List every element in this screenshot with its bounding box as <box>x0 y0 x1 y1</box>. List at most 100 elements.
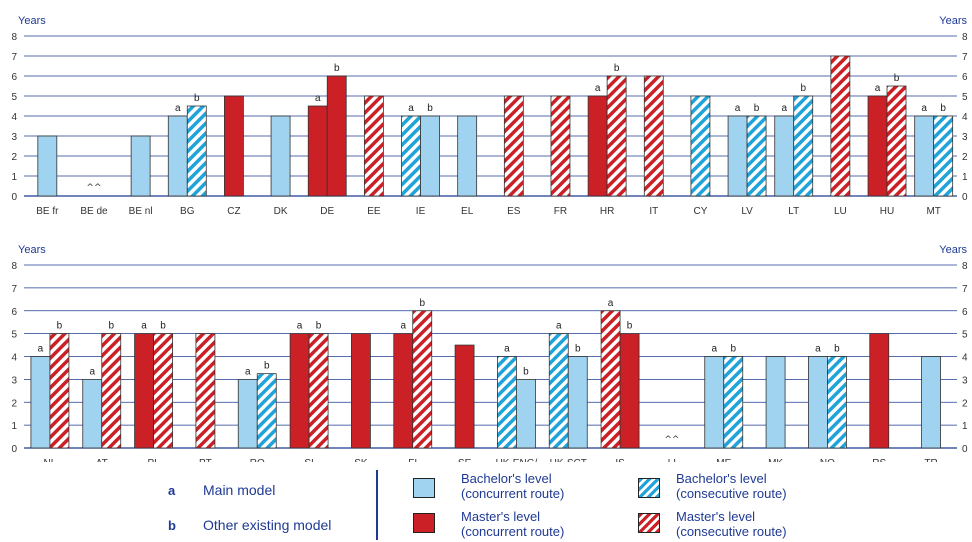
x-tick-label: FR <box>554 206 567 217</box>
x-tick-label: CY <box>693 206 707 217</box>
bar-model-label: a <box>504 344 510 355</box>
bar-model-label: b <box>894 73 900 84</box>
y-tick-label-right: 2 <box>962 398 968 409</box>
bar-model-label: b <box>754 103 760 114</box>
x-tick-label: LI <box>668 458 676 462</box>
y-tick-label-right: 8 <box>962 261 968 272</box>
bar-single <box>830 55 851 197</box>
bar-model-label: a <box>245 366 251 377</box>
bar-a <box>914 115 935 197</box>
swatch-master-concurrent <box>413 513 435 533</box>
bar-model-label: b <box>57 321 63 332</box>
bar-a <box>497 356 517 449</box>
bar-model-label: a <box>735 103 741 114</box>
bar-a <box>774 115 795 197</box>
x-tick-label-line: FI <box>408 458 417 462</box>
x-tick-label-line: PL <box>147 458 160 462</box>
bar-b <box>886 85 907 197</box>
x-tick-label: MT <box>926 206 940 217</box>
x-tick-label: SI <box>304 458 313 462</box>
bar-single <box>454 344 475 449</box>
chart-panel-bottom: 001122334455667788YearsYearsabNLabATabPL… <box>11 244 968 462</box>
bar-b <box>420 115 440 197</box>
x-tick-label-line: NO <box>820 458 835 462</box>
bar-model-label: a <box>89 366 95 377</box>
bar-model-label: b <box>194 93 200 104</box>
bar-a <box>548 333 569 449</box>
y-tick-label-right: 0 <box>962 192 968 203</box>
x-tick-label-line: CY <box>693 206 707 217</box>
x-tick-label: MK <box>768 458 783 462</box>
bar-b <box>619 333 640 449</box>
bar-single <box>195 333 216 449</box>
x-tick-label: PT <box>199 458 212 462</box>
x-tick-label: CZ <box>227 206 240 217</box>
x-tick-label: ME <box>716 458 731 462</box>
y-tick-label-right: 2 <box>962 152 968 163</box>
y-tick-label-left: 8 <box>11 32 17 43</box>
bar-model-label: a <box>297 321 303 332</box>
y-tick-label-right: 7 <box>962 52 968 63</box>
bar-a <box>401 115 421 197</box>
y-tick-label-right: 1 <box>962 421 968 432</box>
bar-a <box>600 310 621 449</box>
bar-model-label: b <box>334 63 340 74</box>
bar-model-label: b <box>108 321 114 332</box>
x-tick-label-line: DK <box>274 206 288 217</box>
y-tick-label-left: 7 <box>11 52 17 63</box>
legend-divider <box>376 470 378 540</box>
not-available-marker: ^^ <box>664 435 679 445</box>
bar-b <box>101 333 122 449</box>
x-tick-label: LT <box>788 206 799 217</box>
bar-a <box>867 95 888 197</box>
legend-bachelor-consecutive: Bachelor's level (consecutive route) <box>676 471 787 501</box>
x-tick-label: IE <box>416 206 426 217</box>
legend-bachelor-concurrent: Bachelor's level (concurrent route) <box>461 471 565 501</box>
y-tick-label-left: 1 <box>11 421 17 432</box>
x-tick-label: HU <box>880 206 894 217</box>
bar-model-label: b <box>730 344 736 355</box>
x-tick-label-line: LT <box>788 206 799 217</box>
bar-model-label: a <box>921 103 927 114</box>
bar-a <box>307 105 328 197</box>
bar-b <box>827 356 847 449</box>
y-tick-label-right: 8 <box>962 32 968 43</box>
x-tick-label: AT <box>96 458 108 462</box>
legend-key-b: b <box>168 518 176 533</box>
bar-a <box>587 95 608 197</box>
bar-model-label: b <box>523 366 529 377</box>
x-tick-label-line: NL <box>44 458 57 462</box>
legend-key-a: a <box>168 483 176 498</box>
x-tick-label: TR <box>924 458 937 462</box>
x-tick-label-line: ES <box>507 206 521 217</box>
x-tick-label: BG <box>180 206 195 217</box>
bar-b <box>153 333 173 449</box>
y-tick-label-right: 0 <box>962 444 968 455</box>
y-tick-label-left: 5 <box>11 92 17 103</box>
x-tick-label: DE <box>320 206 334 217</box>
y-tick-label-right: 3 <box>962 132 968 143</box>
y-tick-label-left: 6 <box>11 307 17 318</box>
bar-model-label: a <box>400 321 406 332</box>
y-tick-label-left: 4 <box>11 112 17 123</box>
x-tick-label: NL <box>44 458 57 462</box>
y-tick-label-right: 5 <box>962 330 968 341</box>
bar-b <box>256 373 277 449</box>
bar-b <box>746 115 767 197</box>
y-axis-unit-right: Years <box>939 15 967 27</box>
bar-model-label: a <box>595 83 601 94</box>
y-tick-label-right: 3 <box>962 375 968 386</box>
y-tick-label-left: 2 <box>11 152 17 163</box>
bar-b <box>933 115 954 197</box>
legend-master-consecutive: Master's level (consecutive route) <box>676 509 787 539</box>
bar-model-label: a <box>875 83 881 94</box>
x-tick-label: NO <box>820 458 835 462</box>
bar-single <box>503 95 524 197</box>
x-tick-label-line: CZ <box>227 206 240 217</box>
x-tick-label: PL <box>147 458 160 462</box>
y-tick-label-right: 4 <box>962 353 968 364</box>
x-tick-label-line: UK-SCT <box>550 458 587 462</box>
x-tick-label-line: FR <box>554 206 567 217</box>
y-tick-label-left: 3 <box>11 375 17 386</box>
